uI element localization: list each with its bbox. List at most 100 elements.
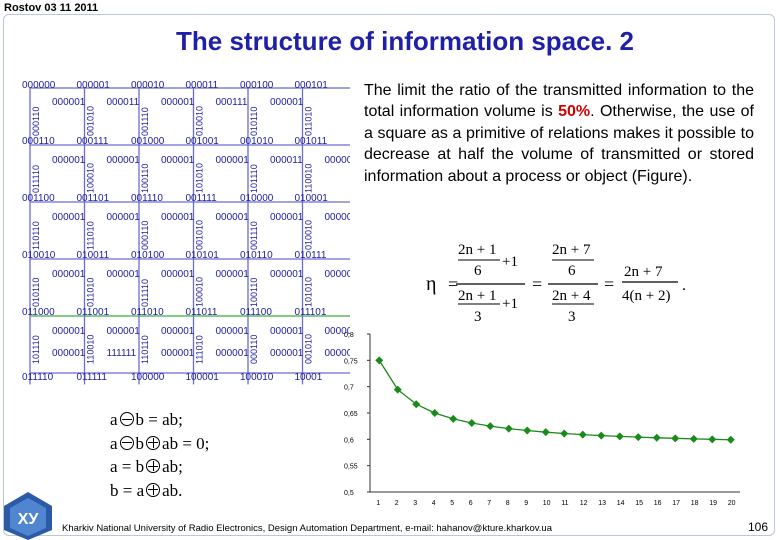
grid-inner-label: 000001 [161,326,195,337]
university-logo: ХУ [4,492,52,540]
slide-title: The structure of information space. 2 [176,26,634,56]
grid-vertical-label: 010010 [304,220,314,250]
f1-top: 2n + 1 [458,242,496,258]
grid-row-label: 010111 [295,250,327,261]
grid-row-label: 001001 [186,136,220,147]
grid-row-label: 011001 [77,307,110,318]
grid-row-label: 010011 [77,250,110,261]
grid-row-label: 010100 [131,250,165,261]
grid-vertical-label: 100110 [249,278,259,307]
grid-inner-label: 000001 [270,326,304,337]
grid-top-label: 000011 [186,80,219,91]
svg-text:2n + 1: 2n + 1 [458,288,496,304]
grid-vertical-label: 111010 [86,221,96,250]
svg-text:6: 6 [568,263,576,279]
grid-row-label: 011111 [77,372,108,383]
eta-formula: η = 2n + 1 6 +1 2n + 1 3 +1 = 2n + 7 6 2… [420,238,710,333]
grid-row-label: 10001 [295,372,323,383]
y-tick-label: 0,65 [344,411,358,418]
svg-text:ХУ: ХУ [18,511,40,528]
grid-vertical-label: 110110 [31,221,41,250]
svg-text:2n + 7: 2n + 7 [624,264,663,280]
grid-inner-label: 000001 [270,269,304,280]
grid-inner-label: 111111 [107,348,137,359]
x-tick-label: 19 [709,500,717,507]
grid-top-label: 000101 [295,80,329,91]
circled-plus-icon [146,459,161,473]
x-tick-label: 17 [672,500,680,507]
grid-inner-label: 000001 [325,212,351,223]
data-point [375,356,384,365]
eta-symbol: η [426,273,436,295]
svg-text:3: 3 [568,309,576,325]
grid-vertical-label: 101110 [31,335,41,364]
grid-top-label: 000010 [131,80,165,91]
data-point [412,400,421,409]
x-tick-label: 3 [413,500,417,507]
data-point [467,419,476,428]
grid-top-label: 000000 [22,80,56,91]
grid-inner-label: 000001 [216,326,250,337]
grid-vertical-label: 001110 [249,221,259,250]
data-point [430,409,439,417]
x-tick-label: 9 [524,500,528,507]
svg-text:4(n + 2): 4(n + 2) [622,288,670,304]
grid-vertical-label: 101010 [304,277,314,307]
circled-plus-icon [146,482,161,497]
data-point [726,435,735,444]
x-tick-label: 5 [450,500,454,507]
grid-inner-label: 000111 [216,97,248,108]
grid-inner-label: 000001 [325,348,351,359]
data-point [597,431,606,440]
y-tick-label: 0,55 [344,464,358,471]
grid-vertical-label: 001010 [304,334,314,364]
grid-inner-label: 000001 [52,155,86,166]
data-point [560,429,569,438]
binary-grid-figure: 000000 000001 000010 000011 000100 000101 0001… [22,80,351,385]
svg-text:=: = [448,274,458,294]
grid-row-label: 011101 [295,307,327,318]
x-tick-label: 8 [506,500,510,507]
description-paragraph: The limit the ratio of the transmitted i… [364,80,754,187]
x-tick-label: 1 [376,500,380,507]
x-tick-label: 15 [635,500,643,507]
grid-vertical-label: 001010 [86,106,96,136]
grid-inner-label: 000001 [52,97,86,108]
data-point [689,434,698,443]
grid-row-label: 100001 [186,372,220,383]
relation-2: a b ab = 0; [110,433,210,453]
grid-vertical-label: 100010 [195,277,205,307]
grid-inner-label: 000001 [161,155,195,166]
x-tick-label: 16 [654,500,662,507]
x-tick-label: 14 [617,500,625,507]
grid-top-label: 000100 [240,80,274,91]
x-tick-label: 13 [598,500,606,507]
grid-inner-label: 000001 [161,97,195,108]
data-point [652,433,661,442]
grid-vertical-label: 011110 [31,165,41,193]
grid-vertical-label: 110010 [86,335,96,364]
data-point [615,432,624,441]
svg-text:+1: +1 [502,254,518,270]
circled-plus-icon [146,435,161,450]
grid-vertical-label: 000110 [31,107,41,136]
grid-inner-label: 000001 [216,212,250,223]
grid-row-label: 010001 [295,193,329,204]
grid-vertical-label: 010110 [31,278,41,307]
grid-inner-label: 000001 [107,326,141,337]
grid-inner-label: 000001 [52,212,86,223]
circled-minus-icon [119,435,134,450]
x-tick-label: 20 [728,500,736,507]
data-point [578,430,587,439]
grid-inner-label: 000001 [270,348,304,359]
grid-row-label: 011110 [22,372,54,383]
grid-inner-label: 000001 [107,155,141,166]
grid-row-label: 000110 [22,136,55,147]
circled-minus-icon [119,412,134,426]
grid-inner-label: 000001 [325,155,351,166]
data-point [541,428,550,437]
grid-vertical-label: 001110 [140,107,150,136]
series-line [378,359,731,441]
